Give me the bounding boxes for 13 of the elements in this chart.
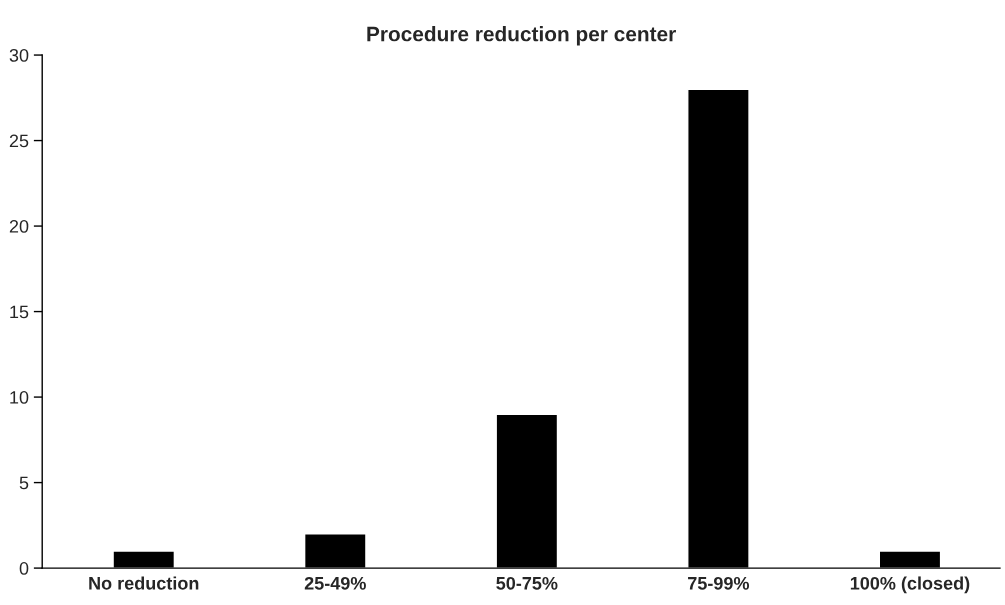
y-tick-label: 0 xyxy=(19,562,29,575)
x-tick-label: 25-49% xyxy=(304,576,366,590)
y-tick-label: 5 xyxy=(19,476,29,490)
x-tick-label: 50-75% xyxy=(496,576,558,590)
y-tick-label: 10 xyxy=(10,391,29,404)
y-tick-label: 25 xyxy=(9,134,29,148)
x-tick-label: 75-99% xyxy=(688,576,750,590)
chart-title: Procedure reduction per center xyxy=(367,26,676,46)
x-tick-label: 100% (closed) xyxy=(850,576,970,594)
y-tick-label: 20 xyxy=(9,220,29,233)
y-tick-label: 15 xyxy=(10,305,29,319)
x-tick-label: No reduction xyxy=(89,576,199,590)
y-tick-label: 30 xyxy=(9,48,29,62)
